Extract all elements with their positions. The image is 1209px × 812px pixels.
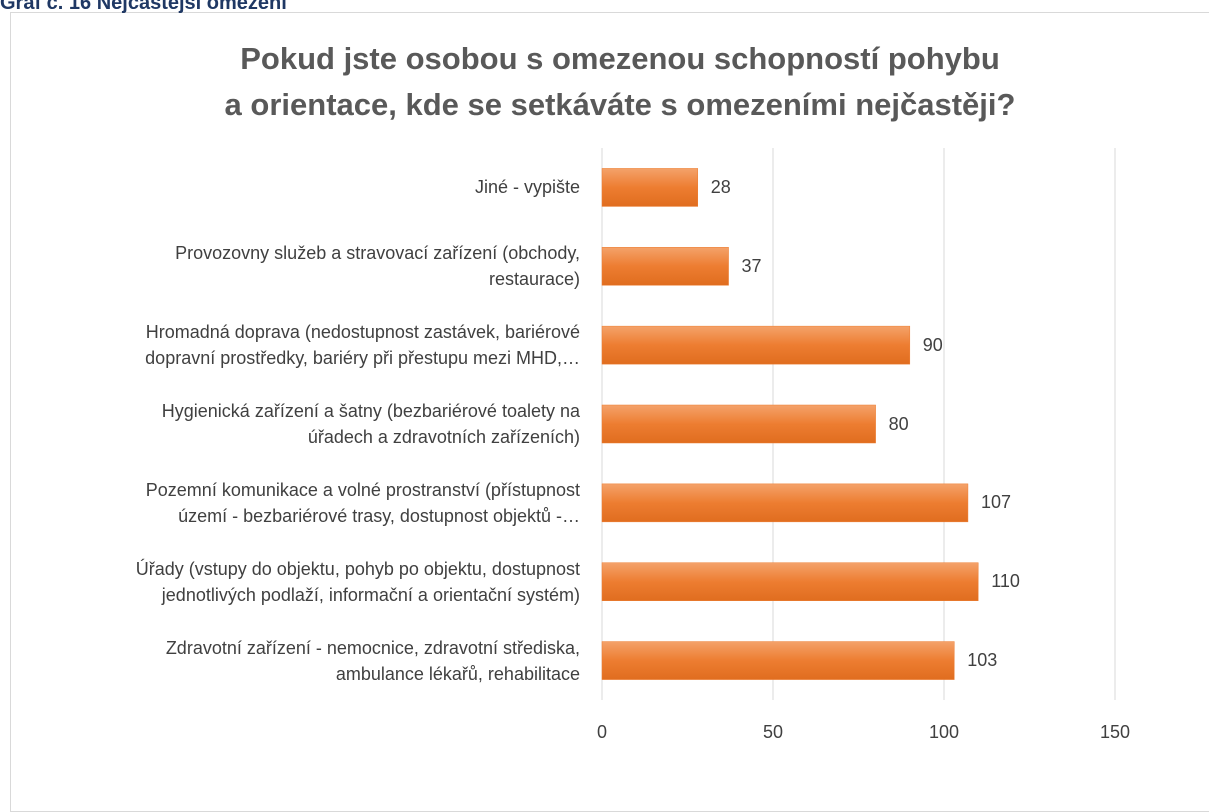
x-tick-label: 150 [1099,722,1131,742]
y-tick-label: Hromadná doprava (nedostupnost zastávek,… [145,322,580,369]
y-tick-label: Hygienická zařízení a šatny (bezbariérov… [161,401,580,447]
data-label: 28 [710,176,731,197]
caption: Graf č. 16 Nejčastější omezení [0,0,287,14]
bar [601,483,969,523]
y-tick-label: Pozemní komunikace a volné prostranství … [145,479,580,526]
y-tick-label: Provozovny služeb a stravovací zařízení … [175,243,580,290]
bar [601,404,876,444]
bar [601,325,911,365]
bar [601,641,955,680]
bar [601,168,699,207]
x-tick-label: 50 [762,722,784,742]
x-tick-label: 100 [928,722,960,742]
data-label: 103 [967,650,998,671]
x-tick-label: 0 [596,722,607,742]
bar [601,247,729,286]
chart-title: Pokud jste osobou s omezenou schopností … [224,41,1016,122]
data-label: 37 [741,255,762,276]
y-tick-label: Zdravotní zařízení - nemocnice, zdravotn… [165,637,580,684]
bar [601,562,979,601]
y-tick-label: Jiné - vypište [474,177,580,198]
data-label: 90 [922,334,943,355]
data-label: 80 [888,413,909,434]
data-label: 107 [980,492,1011,513]
data-label: 110 [991,571,1020,592]
y-tick-label: Úřady (vstupy do objektu, pohyb po objek… [135,558,580,605]
